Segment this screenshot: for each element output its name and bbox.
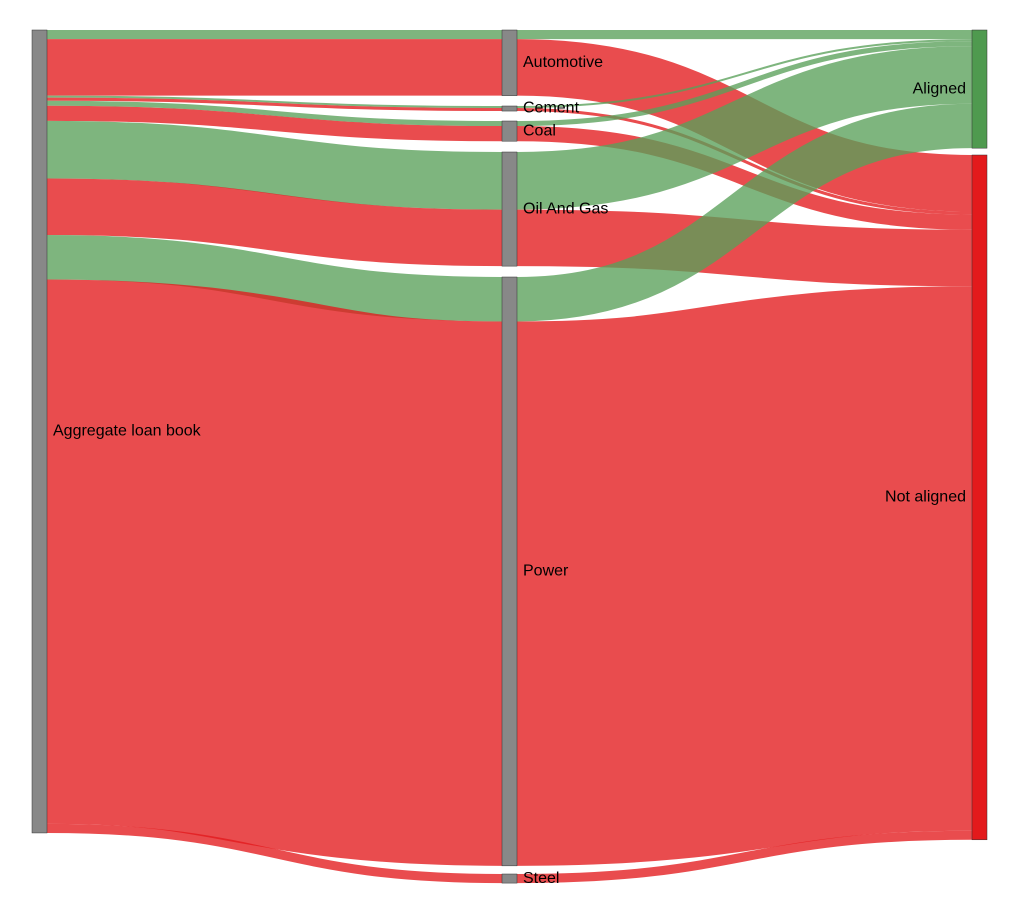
link-book-to-cement-aligned	[46, 95, 503, 109]
link-coal-to-not_aligned-not_aligned	[516, 126, 973, 230]
link-book-to-power-aligned	[46, 235, 503, 322]
link-coal-to-aligned-aligned	[516, 41, 973, 127]
link-power-to-aligned-aligned	[516, 103, 973, 322]
label-aligned: Aligned	[913, 80, 966, 97]
link-book-to-steel-not_aligned	[46, 823, 503, 884]
node-automotive	[501, 29, 518, 96]
link-book-to-oil_gas-aligned	[46, 120, 503, 210]
label-oil-gas: Oil And Gas	[523, 200, 608, 217]
link-oil_gas-to-not_aligned-not_aligned	[516, 209, 973, 287]
link-oil_gas-to-aligned-aligned	[516, 46, 973, 210]
label-automotive: Automotive	[523, 54, 603, 71]
sankey-links	[45, 29, 974, 884]
node-oil-gas	[501, 151, 518, 267]
sankey-labels: Aggregate loan book Automotive Cement Coal O…	[53, 54, 966, 887]
link-book-to-cement-not_aligned	[46, 97, 503, 112]
link-book-to-power-not_aligned	[45, 279, 504, 866]
node-steel	[501, 873, 518, 884]
link-book-to-coal-not_aligned	[46, 105, 503, 142]
node-book	[31, 29, 48, 834]
sankey-nodes	[31, 29, 988, 884]
link-book-to-coal-aligned	[46, 100, 503, 127]
link-power-to-not_aligned-not_aligned	[515, 286, 974, 866]
link-book-to-oil_gas-not_aligned	[46, 178, 503, 267]
label-cement: Cement	[523, 100, 580, 117]
label-not-aligned: Not aligned	[885, 489, 966, 506]
label-steel: Steel	[523, 870, 559, 887]
label-book: Aggregate loan book	[53, 423, 202, 440]
label-power: Power	[523, 563, 569, 580]
node-not-aligned	[971, 154, 988, 841]
node-power	[501, 276, 518, 867]
node-cement	[501, 105, 518, 112]
node-coal	[501, 120, 518, 142]
link-steel-to-not_aligned-not_aligned	[516, 830, 973, 884]
link-cement-to-not_aligned-not_aligned	[516, 108, 973, 215]
label-coal: Coal	[523, 122, 556, 139]
node-aligned	[971, 29, 988, 149]
link-cement-to-aligned-aligned	[516, 39, 973, 109]
